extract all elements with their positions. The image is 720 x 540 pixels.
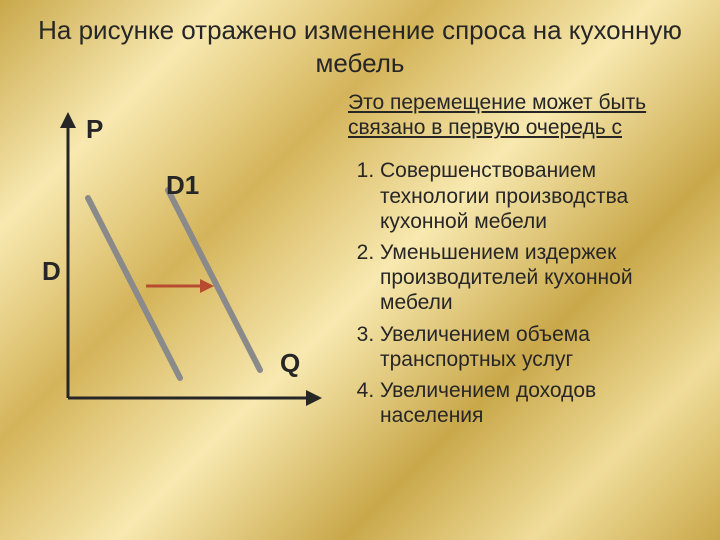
curve-d1-label: D1: [166, 170, 199, 201]
option-item: Увеличением доходов населения: [380, 378, 700, 428]
slide: На рисунке отражено изменение спроса на …: [0, 0, 720, 540]
question-prompt: Это перемещение может быть связано в пер…: [348, 90, 700, 140]
option-item: Уменьшением издержек производителей кухо…: [380, 240, 700, 316]
right-column: Это перемещение может быть связано в пер…: [348, 90, 700, 434]
axis-q-label: Q: [280, 348, 300, 379]
answer-options: Совершенствованием технологии производст…: [348, 158, 700, 428]
axis-p-label: P: [86, 114, 103, 145]
demand-chart: P D D1 Q: [50, 108, 330, 418]
option-item: Увеличением объема транспортных услуг: [380, 322, 700, 372]
option-item: Совершенствованием технологии производст…: [380, 158, 700, 234]
slide-title: На рисунке отражено изменение спроса на …: [0, 14, 720, 79]
curve-d-label: D: [42, 256, 61, 287]
